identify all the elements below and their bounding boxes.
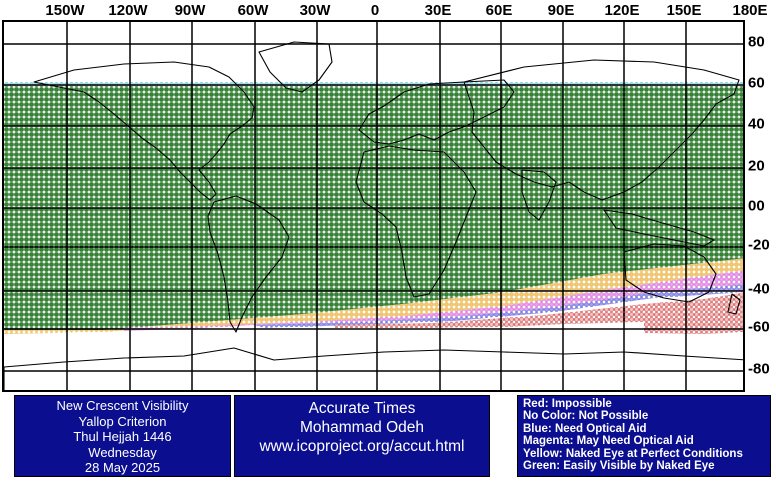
credit-line-1: Accurate Times [308, 400, 416, 417]
lon-label-30e: 30E [424, 2, 452, 19]
lon-label-150w: 150W [45, 2, 85, 19]
africa [355, 145, 477, 298]
title-line-4: Wednesday [88, 444, 157, 460]
credit-line-2: Mohammad Odeh [299, 419, 425, 436]
antarctica [4, 347, 743, 390]
north-america [33, 61, 255, 201]
legend-red: Red: Impossible [523, 398, 612, 410]
asia [463, 59, 740, 201]
lat-label-minus80: -80 [748, 360, 770, 378]
southeast-asia [603, 209, 715, 247]
world-map [2, 20, 745, 392]
legend-panel: Red: Impossible No Color: Not Possible B… [517, 395, 771, 477]
title-panel: New Crescent Visibility Yallop Criterion… [14, 395, 231, 477]
lon-label-60w: 60W [237, 2, 269, 19]
lon-label-120w: 120W [108, 2, 148, 19]
lon-label-90e: 90E [547, 2, 575, 19]
title-line-2: Yallop Criterion [78, 413, 167, 429]
legend-yellow: Yellow: Naked Eye at Perfect Conditions [523, 447, 743, 460]
map-canvas [4, 22, 743, 390]
lat-label-80: 80 [748, 33, 765, 51]
new-zealand [727, 293, 741, 315]
continent-outlines [4, 41, 743, 390]
lat-label-00: 00 [748, 197, 765, 215]
lat-label-minus40: -40 [748, 280, 770, 298]
lat-label-minus60: -60 [748, 318, 770, 336]
legend-blue: Blue: Need Optical Aid [523, 422, 647, 435]
europe [358, 79, 515, 145]
lat-label-20: 20 [748, 157, 765, 175]
title-line-5: 28 May 2025 [84, 460, 161, 475]
lon-label-90w: 90W [174, 2, 206, 19]
greenland [258, 41, 333, 93]
lon-label-150e: 150E [666, 2, 702, 19]
india [521, 169, 557, 221]
credit-panel: Accurate Times Mohammad Odeh www.icoproj… [234, 395, 490, 477]
lat-label-40: 40 [748, 115, 765, 133]
lon-label-120e: 120E [604, 2, 640, 19]
lat-label-minus20: -20 [748, 236, 770, 254]
lon-label-60e: 60E [485, 2, 513, 19]
zone-blue [254, 284, 743, 328]
australia [623, 243, 717, 303]
title-line-3: Thul Hejjah 1446 [73, 429, 172, 444]
south-america [207, 195, 290, 333]
map-grid [4, 22, 743, 390]
lon-label-180e: 180E [732, 2, 768, 19]
legend-green: Green: Easily Visible by Naked Eye [523, 460, 715, 473]
lon-label-0: 0 [370, 2, 380, 19]
credit-link[interactable]: www.icoproject.org/accut.html [259, 438, 465, 455]
lat-label-60: 60 [748, 74, 765, 92]
legend-no-color: No Color: Not Possible [523, 410, 649, 423]
legend-magenta: Magenta: May Need Optical Aid [523, 435, 694, 448]
zone-red [334, 292, 743, 334]
lon-label-30w: 30W [299, 2, 331, 19]
title-line-1: New Crescent Visibility [56, 398, 189, 413]
